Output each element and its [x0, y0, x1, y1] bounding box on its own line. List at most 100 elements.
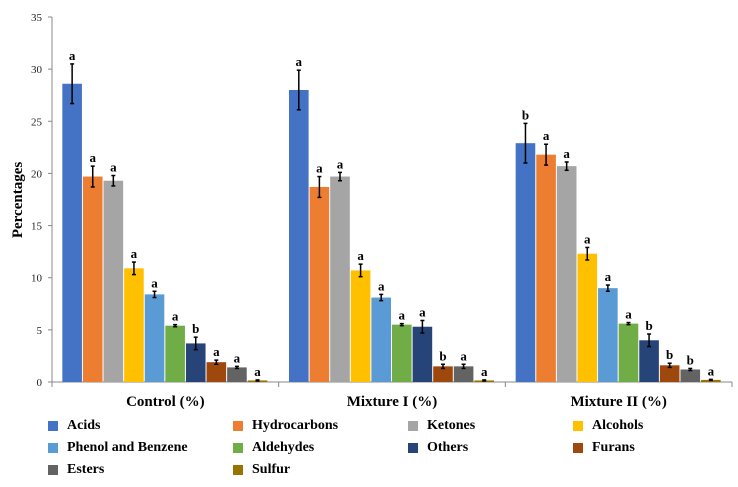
significance-letter: a — [563, 146, 570, 161]
significance-letter: a — [419, 304, 426, 319]
legend-item: Esters — [48, 461, 233, 478]
bar-phenol-and-benzene — [598, 288, 618, 382]
y-tick-label: 30 — [31, 64, 43, 76]
significance-letter: b — [645, 318, 652, 333]
legend: Acids Hydrocarbons Ketones Alcohols Phenol a… — [48, 417, 738, 478]
bar-ketones — [103, 180, 124, 382]
significance-letter: a — [625, 307, 632, 322]
bar-others — [639, 340, 659, 382]
bar-acids — [515, 143, 536, 382]
significance-letter: a — [481, 364, 488, 379]
bar-esters — [680, 369, 701, 382]
bar-hydrocarbons — [536, 154, 556, 382]
significance-letter: b — [439, 348, 446, 363]
significance-letter: b — [687, 352, 694, 367]
bar-aldehydes — [618, 323, 639, 382]
legend-item: Ketones — [408, 417, 573, 434]
y-tick-label: 35 — [31, 12, 43, 24]
bar-hydrocarbons — [82, 176, 103, 382]
legend-swatch — [408, 442, 418, 453]
y-tick-label: 15 — [31, 221, 43, 233]
bar-aldehydes — [165, 325, 185, 382]
bar-hydrocarbons — [309, 186, 330, 382]
significance-letter: a — [399, 308, 406, 323]
bar-ketones — [330, 176, 350, 382]
bar-others — [185, 343, 206, 382]
legend-swatch — [48, 464, 58, 475]
legend-label: Furans — [592, 439, 635, 455]
legend-item: Others — [408, 439, 573, 456]
legend-item: Hydrocarbons — [233, 417, 408, 434]
significance-letter: a — [296, 54, 303, 69]
y-tick-label: 10 — [31, 273, 43, 285]
bar-alcohols — [577, 253, 598, 382]
bar-phenol-and-benzene — [144, 294, 165, 382]
legend-item: Sulfur — [233, 461, 408, 478]
significance-letter: a — [131, 246, 138, 261]
significance-letter: a — [110, 160, 117, 175]
bar-phenol-and-benzene — [371, 297, 391, 382]
significance-letter: a — [89, 150, 96, 165]
category-label: Mixture I (%) — [347, 394, 438, 410]
legend-item: Aldehydes — [233, 439, 408, 456]
significance-letter: a — [543, 128, 550, 143]
bar-furans — [206, 362, 227, 382]
legend-label: Aldehydes — [252, 439, 315, 455]
significance-letter: a — [584, 231, 591, 246]
significance-letter: a — [357, 248, 364, 263]
legend-swatch — [233, 464, 243, 475]
bar-esters — [227, 367, 247, 382]
category-label: Control (%) — [126, 394, 204, 410]
legend-swatch — [573, 420, 583, 431]
y-tick-label: 5 — [37, 325, 43, 337]
y-tick-label: 0 — [37, 377, 43, 389]
legend-label: Alcohols — [592, 417, 644, 433]
legend-label: Ketones — [427, 417, 476, 433]
bar-esters — [453, 366, 474, 382]
significance-letter: a — [605, 269, 612, 284]
significance-letter: a — [337, 156, 344, 171]
significance-letter: a — [213, 344, 220, 359]
legend-label: Sulfur — [252, 461, 291, 477]
y-axis-title: Percentages — [10, 162, 26, 239]
legend-item: Alcohols — [573, 417, 733, 434]
y-tick-label: 25 — [31, 116, 43, 128]
significance-letter: a — [316, 161, 323, 176]
legend-label: Phenol and Benzene — [67, 439, 188, 455]
legend-swatch — [48, 420, 58, 431]
y-tick-label: 20 — [31, 168, 43, 180]
bar-acids — [62, 83, 82, 382]
bar-furans — [433, 366, 453, 382]
legend-item: Phenol and Benzene — [48, 439, 233, 456]
legend-label: Esters — [67, 461, 105, 477]
bar-alcohols — [350, 270, 371, 382]
significance-letter: a — [708, 363, 715, 378]
significance-letter: a — [378, 278, 385, 293]
legend-item: Furans — [573, 439, 733, 456]
bar-aldehydes — [392, 324, 412, 382]
legend-item: Acids — [48, 417, 233, 434]
significance-letter: a — [172, 309, 179, 324]
legend-label: Hydrocarbons — [252, 417, 339, 433]
significance-letter: b — [192, 321, 199, 336]
bar-alcohols — [124, 268, 144, 382]
bar-others — [412, 326, 433, 382]
bar-acids — [289, 90, 309, 382]
significance-letter: a — [69, 48, 76, 63]
legend-swatch — [48, 442, 58, 453]
legend-swatch — [233, 420, 243, 431]
legend-label: Acids — [67, 417, 101, 433]
significance-letter: a — [460, 348, 467, 363]
significance-letter: b — [666, 347, 673, 362]
bar-furans — [659, 365, 680, 382]
legend-swatch — [573, 442, 583, 453]
bar-ketones — [556, 166, 577, 382]
legend-swatch — [408, 420, 418, 431]
legend-label: Others — [427, 439, 469, 455]
significance-letter: a — [254, 364, 261, 379]
significance-letter: b — [522, 107, 529, 122]
significance-letter: a — [234, 350, 241, 365]
category-label: Mixture II (%) — [570, 394, 666, 410]
legend-swatch — [233, 442, 243, 453]
